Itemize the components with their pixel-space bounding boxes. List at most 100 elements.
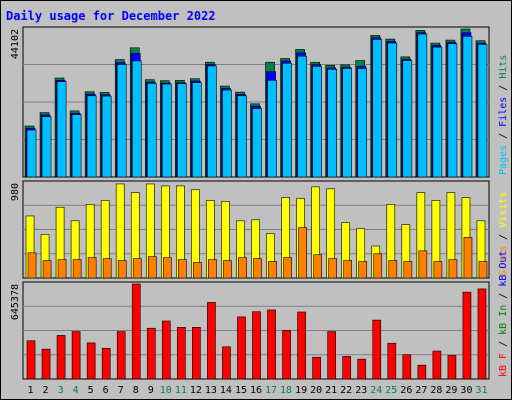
bar-kb-f: [177, 327, 186, 380]
bar-pages: [477, 44, 488, 178]
bar-kb-f: [327, 331, 336, 380]
bar-kb-f: [387, 342, 397, 380]
bar-pages: [387, 42, 398, 178]
bar-pages: [146, 83, 157, 178]
bar-pages: [282, 62, 292, 178]
bar-sites: [283, 257, 292, 279]
x-label-day: 31: [475, 385, 487, 396]
x-label-day: 22: [340, 385, 352, 396]
x-label-day: 6: [103, 385, 109, 396]
x-label-day: 4: [73, 385, 79, 396]
y-max-label-2: 980: [10, 183, 21, 201]
bar-sites: [268, 261, 277, 279]
bar-kb-f: [237, 316, 246, 380]
bar-kb-f: [56, 335, 66, 380]
bar-sites: [147, 256, 157, 279]
bar-sites: [223, 260, 232, 279]
bar-kb-f: [192, 327, 201, 380]
x-label-day: 19: [295, 385, 307, 396]
bar-sites: [373, 253, 383, 279]
bar-pages: [56, 81, 67, 178]
legend-item-visits: Visits: [498, 192, 509, 228]
bar-pages: [192, 82, 202, 178]
legend-3: kB F / kB In / kB Out: [498, 251, 509, 377]
x-label-day: 9: [148, 385, 154, 396]
bar-pages: [252, 108, 262, 178]
bar-kb-f: [342, 356, 352, 380]
bar-sites: [328, 258, 337, 279]
bar-sites: [403, 261, 413, 279]
bar-sites: [388, 260, 398, 279]
bar-pages: [402, 60, 413, 178]
bar-kb-f: [447, 355, 457, 380]
bar-sites: [253, 258, 262, 279]
x-label-day: 3: [58, 385, 64, 396]
bar-pages: [297, 55, 307, 178]
bar-kb-f: [312, 356, 321, 380]
legend-2: Sites / Visits: [498, 192, 509, 276]
bar-pages: [417, 33, 428, 178]
x-label-day: 15: [235, 385, 247, 396]
bar-pages: [327, 68, 337, 178]
bar-sites: [57, 259, 67, 279]
bar-sites: [27, 252, 37, 279]
bar-sites: [448, 259, 458, 279]
legend-item-kb-f: kB F: [498, 353, 509, 377]
chart-title: Daily usage for December 2022: [6, 9, 216, 23]
bar-kb-f: [146, 327, 156, 380]
x-label-day: 23: [355, 385, 367, 396]
bar-pages: [161, 83, 172, 178]
bar-sites: [102, 258, 112, 279]
bar-pages: [312, 65, 322, 178]
bar-pages: [86, 95, 97, 178]
bar-pages: [267, 80, 277, 178]
x-label-day: 5: [88, 385, 94, 396]
bar-kb-f: [86, 342, 96, 380]
x-label-day: 21: [325, 385, 337, 396]
chart-panels: 44102 Pages / Files / Hits 980 Sites / Visi…: [10, 26, 509, 380]
legend-item-sites: Sites: [498, 246, 509, 276]
x-label-day: 13: [205, 385, 217, 396]
bar-sites: [193, 262, 202, 279]
bar-kb-f: [402, 354, 412, 380]
bar-kb-f: [101, 347, 111, 380]
bar-kb-f: [462, 291, 472, 380]
legend-item-kb-in: kB In: [498, 305, 509, 335]
bar-pages: [41, 116, 52, 178]
legend-separator: /: [498, 79, 509, 97]
bar-sites: [87, 257, 97, 279]
bar-sites: [42, 260, 52, 279]
bar-kb-f: [41, 348, 51, 380]
bar-pages: [101, 95, 112, 178]
bar-kb-f: [477, 288, 487, 380]
x-label-day: 10: [160, 385, 172, 396]
bar-pages: [177, 83, 187, 178]
bar-pages: [432, 46, 443, 178]
bar-pages: [357, 68, 368, 178]
bar-pages: [372, 39, 383, 178]
x-label-day: 17: [265, 385, 277, 396]
bar-kb-f: [357, 358, 367, 380]
bar-kb-f: [71, 331, 81, 380]
y-max-label-3: 645378: [10, 284, 21, 320]
bar-kb-f: [267, 309, 276, 380]
x-label-day: 16: [250, 385, 262, 396]
legend-text-1: Pages / Files / Hits: [498, 55, 509, 175]
x-label-day: 1: [28, 385, 34, 396]
legend-text-3: kB F / kB In / kB Out: [498, 251, 509, 377]
bar-kb-f: [252, 311, 261, 380]
x-label-day: 27: [415, 385, 427, 396]
bar-kb-f: [297, 311, 306, 380]
bar-kb-f: [417, 364, 427, 380]
x-label-day: 28: [430, 385, 442, 396]
x-label-day: 12: [190, 385, 202, 396]
bar-pages: [131, 60, 142, 178]
bar-pages: [71, 114, 82, 178]
legend-item-kb-out: kB Out: [498, 251, 509, 287]
x-label-day: 24: [370, 385, 382, 396]
bar-pages: [26, 129, 37, 178]
bar-sites: [72, 259, 82, 279]
legend-separator: /: [498, 287, 509, 305]
bar-kb-f: [161, 320, 171, 380]
